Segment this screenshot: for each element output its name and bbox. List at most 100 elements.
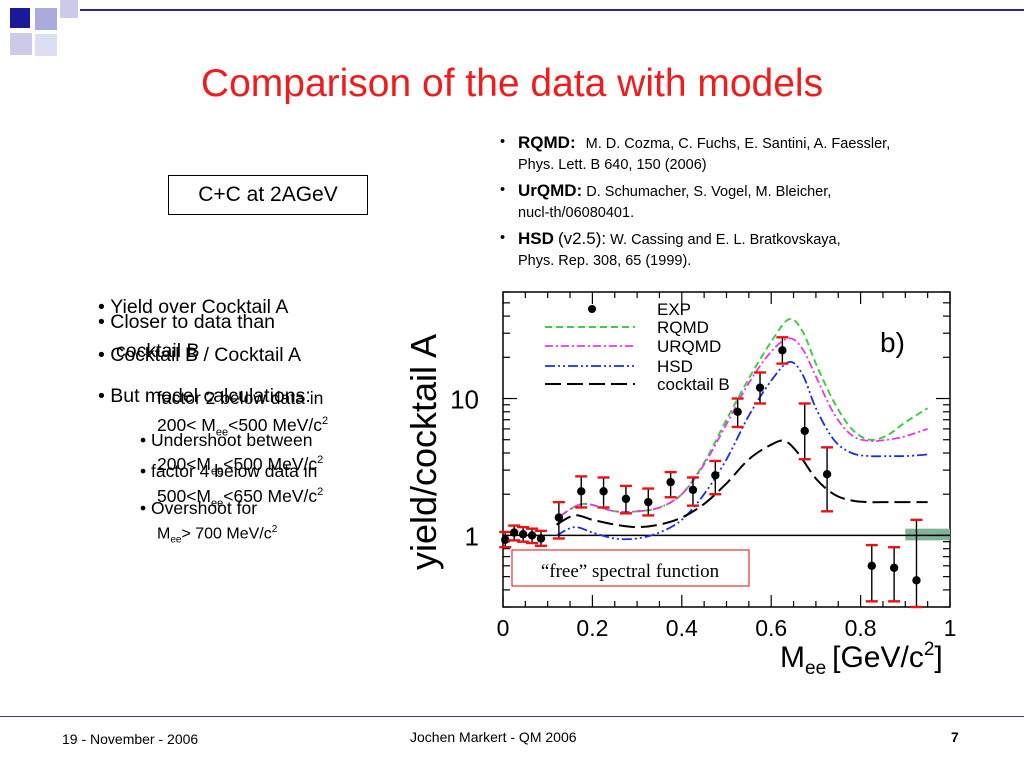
x-axis-label: Mee [GeV/c2] <box>780 639 943 679</box>
superscript: 2 <box>317 486 324 499</box>
superscript: 2 <box>271 524 278 535</box>
x-axis-label-m: M <box>780 641 805 674</box>
legend-label: cocktail B <box>657 375 730 394</box>
data-point <box>509 528 519 537</box>
data-point <box>599 487 608 496</box>
subbullet-text: • factor 4 below data in <box>140 461 318 481</box>
subbullet-text: • Undershoot between <box>140 430 313 450</box>
bullet-text: • Yield over Cocktail A <box>98 296 289 318</box>
subscript: ee <box>170 534 182 546</box>
subbullet-text: 200< Mee<500 MeV/c2 <box>157 415 328 439</box>
subscript: ee <box>215 426 229 439</box>
superscript: 2 <box>321 415 329 428</box>
subbullet-range-end: <500 MeV/c <box>223 454 318 474</box>
bullet-yield-over-cocktail-a: Yield over Cocktail A <box>110 296 289 318</box>
subbullet-range-start: 200< M <box>157 415 216 435</box>
x-tick-label: 1 <box>944 615 957 641</box>
data-point <box>822 470 832 479</box>
x-axis-label-sup: 2 <box>924 639 935 660</box>
subbullet-factor-4: factor 4 below data in <box>151 461 318 481</box>
bullet-icon: • <box>500 134 506 150</box>
subbullet-wrap: factor 2 below data in <box>157 388 323 409</box>
x-axis-label-end: ] <box>934 641 942 674</box>
x-tick-label: 0 <box>497 615 510 641</box>
bullet-text: • Cocktail B / Cocktail A <box>98 344 301 366</box>
legend-label: HSD <box>657 357 693 376</box>
annotation-box: “free” spectral function <box>511 549 750 587</box>
data-point <box>711 471 720 480</box>
subbullet-range-end: <500 MeV/c <box>228 415 322 435</box>
corner-square-5 <box>35 34 57 56</box>
panel-label: b) <box>880 327 905 358</box>
series-line-urqmd <box>560 337 928 517</box>
series-line-rqmd <box>560 317 929 517</box>
x-axis-label-unit: [GeV/c <box>832 641 924 674</box>
reference-authors: W. Cassing and E. L. Bratkovskaya, <box>610 232 841 248</box>
y-axis-label: yield/cocktail A <box>403 334 444 570</box>
bullet-cocktail-ratio: Cocktail B / Cocktail A <box>110 344 301 366</box>
legend-label: RQMD <box>657 318 709 337</box>
subbullet-factor-2: factor 2 below data in <box>157 388 324 408</box>
subbullet-text: Mee> 700 MeV/c2 <box>157 524 277 546</box>
legend-label: URQMD <box>657 337 721 356</box>
legend-label: EXP <box>657 300 691 319</box>
x-axis-label-sub: ee <box>805 658 826 679</box>
top-divider-line <box>80 9 1024 11</box>
slide-title: Comparison of the data with models <box>200 62 824 105</box>
reference-authors: M. D. Cozma, C. Fuchs, E. Santini, A. Fa… <box>585 136 891 152</box>
subbullet-range-start: 200<M <box>157 454 211 474</box>
data-point <box>666 477 675 487</box>
subbullet-range-start: 500<M <box>157 486 211 506</box>
reference-name: UrQMD: <box>518 181 583 200</box>
reference-journal: Phys. Rep. 308, 65 (1999). <box>518 253 692 269</box>
bullet-icon: • <box>500 230 506 246</box>
page-number: 7 <box>951 729 959 745</box>
reference-version: (v2.5): <box>557 229 607 248</box>
bullet-model-calculations: But model calculations: <box>110 385 311 407</box>
subbullet-mass-label: M <box>157 525 171 543</box>
data-point <box>577 487 586 496</box>
corner-square-4 <box>10 33 32 55</box>
bullet-closer-to-data: Closer to data than <box>110 311 276 333</box>
data-point <box>554 513 564 522</box>
systematic-band <box>905 528 950 541</box>
data-point <box>755 383 765 392</box>
y-tick-label: 10 <box>450 385 479 415</box>
data-point <box>501 535 510 544</box>
reference-authors: D. Schumacher, S. Vogel, M. Bleicher, <box>586 184 832 200</box>
data-point <box>518 530 528 539</box>
x-tick-label: 0.6 <box>755 615 787 641</box>
data-point <box>889 563 899 573</box>
subscript: ee <box>211 465 224 478</box>
corner-square-1 <box>10 8 30 28</box>
bullet-wrap: cocktail B <box>116 340 200 362</box>
series-line-cocktail-b <box>556 439 928 529</box>
reference-rqmd: • RQMD: M. D. Cozma, C. Fuchs, E. Santin… <box>500 132 1000 176</box>
data-point <box>644 497 653 507</box>
reference-hsd: • HSD (v2.5): W. Cassing and E. L. Bratk… <box>500 228 1000 272</box>
subscript: ee <box>211 497 224 510</box>
corner-square-3 <box>60 0 78 18</box>
bullet-icon: • <box>500 182 506 198</box>
x-tick-label: 0.4 <box>666 615 698 641</box>
subbullet-overshoot: Overshoot for <box>151 498 258 518</box>
x-tick-label: 0.2 <box>576 615 608 641</box>
data-point <box>800 426 809 436</box>
y-tick-label: 1 <box>465 521 479 551</box>
footer-divider-line <box>0 716 1024 717</box>
legend-marker-exp <box>588 305 596 313</box>
reference-urqmd: • UrQMD: D. Schumacher, S. Vogel, M. Ble… <box>500 180 1000 224</box>
subbullet-range-end: <650 MeV/c <box>223 486 318 506</box>
subbullet-text: 200<Mee<500 MeV/c2 <box>157 454 323 478</box>
data-point <box>536 534 546 543</box>
data-point <box>912 576 921 585</box>
superscript: 2 <box>317 454 324 467</box>
footer-author: Jochen Markert - QM 2006 <box>410 729 577 745</box>
bullet-text: • Closer to data than <box>98 311 276 333</box>
data-point <box>621 494 631 504</box>
footer-date: 19 - November - 2006 <box>62 731 199 747</box>
model-references: • RQMD: M. D. Cozma, C. Fuchs, E. Santin… <box>500 132 1000 272</box>
bullet-text: • But model calculations: <box>98 385 311 407</box>
reference-name: RQMD: <box>518 133 576 152</box>
